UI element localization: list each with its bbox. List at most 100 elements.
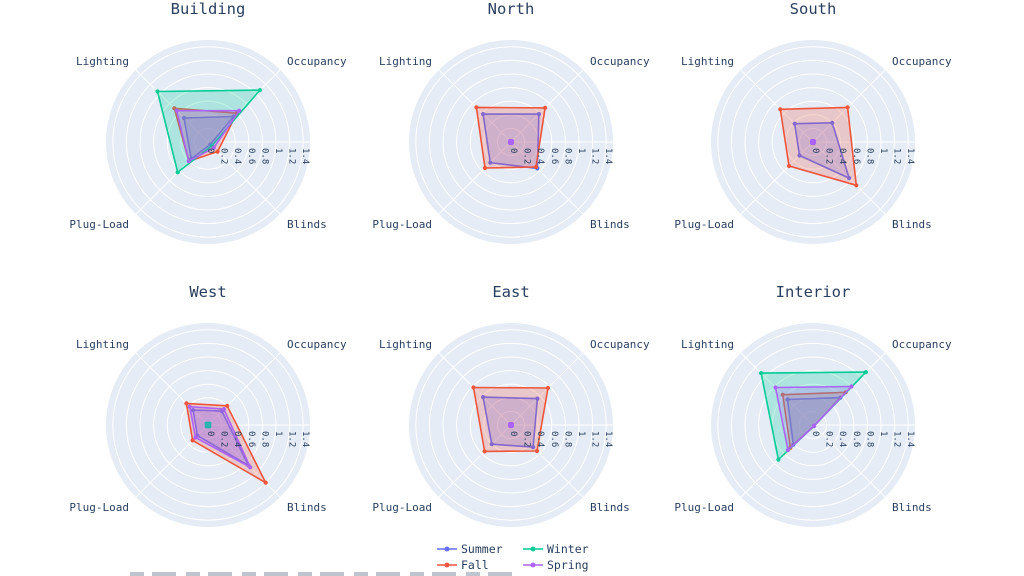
category-label-plug-load: Plug-Load [69,501,129,514]
axis-spoke [510,69,584,143]
category-label-lighting: Lighting [76,55,129,68]
series-fall-marker [215,149,220,154]
radial-tick-label: 0.4 [535,431,545,447]
series-fall-marker [482,449,487,454]
series-winter-marker [175,170,180,175]
category-label-occupancy: Occupancy [287,55,347,68]
legend-label-spring: Spring [547,558,589,572]
series-spring-marker [811,423,817,429]
series-spring-marker [193,435,198,440]
series-fall-marker [786,163,792,169]
radial-tick-label: 0.2 [522,148,532,164]
subplot-title-north: North [487,0,535,18]
series-spring-marker [187,404,192,409]
radial-tick-label: 1.2 [287,431,297,447]
legend-label-fall: Fall [461,558,489,572]
series-summer-marker [797,153,802,158]
series-summer-marker [792,121,797,126]
radial-tick-label: 0.6 [851,431,861,447]
category-label-lighting: Lighting [681,338,734,351]
series-summer-marker [481,395,486,400]
series-fall-trace [475,106,546,169]
series-spring-marker [248,465,253,470]
radar-subplot-north: North 0 0.2 0.4 0.6 0.8 1 1.2 1.4 Occupancy Light… [358,0,664,262]
radial-tick-label: 0 [508,431,518,436]
radial-tick-label: 1 [576,148,586,153]
axis-spoke [740,69,814,143]
category-label-occupancy: Occupancy [590,338,650,351]
series-fall-marker [854,183,859,188]
radar-subplot-interior: Interior 0 0.2 0.4 0.6 0.8 1 1.2 1.4 Occupancy Li… [660,283,966,545]
subplot-title-interior: Interior [775,283,851,301]
axis-spoke [207,69,281,143]
legend-item-winter[interactable]: Winter [522,542,608,556]
series-winter-marker [776,457,781,462]
series-summer-marker [535,396,540,401]
legend-swatch-fall [437,562,457,568]
axis-spoke [135,141,209,215]
radial-tick-label: 1.4 [603,148,613,164]
category-label-lighting: Lighting [379,338,432,351]
axis-spoke [135,69,209,143]
axis-spoke [438,141,512,215]
category-label-plug-load: Plug-Load [372,501,432,514]
radial-tick-label: 1.2 [287,148,297,164]
legend-item-spring[interactable]: Spring [522,558,608,572]
series-summer-marker [785,397,790,402]
radial-tick-label: 0.6 [851,148,861,164]
series-spring-marker [221,407,226,412]
axis-spoke [207,424,281,498]
category-label-lighting: Lighting [681,55,734,68]
series-summer-marker [481,112,486,117]
legend-item-summer[interactable]: Summer [436,542,522,556]
series-winter-marker [863,370,868,375]
legend-label-winter: Winter [547,542,589,556]
radial-tick-label: 1 [878,148,888,153]
radial-tick-label: 0 [508,148,518,153]
radar-subplot-west: West 0 0.2 0.4 0.6 0.8 1 1.2 1.4 Occupancy Lighti… [55,283,361,545]
series-spring-marker [811,140,817,146]
radial-tick-label: 0.8 [562,148,572,164]
radial-tick-label: 0.4 [232,431,242,447]
radial-tick-label: 0 [810,431,820,436]
radar-chart-building: 0 0.2 0.4 0.6 0.8 1 1.2 1.4 Occupancy Lighting Plu… [69,40,347,244]
series-summer-marker [531,445,536,450]
category-label-plug-load: Plug-Load [372,218,432,231]
radial-tick-label: 0.4 [232,148,242,164]
series-spring-marker [773,385,778,390]
radial-tick-label: 1.2 [590,148,600,164]
series-fall-marker [780,392,785,397]
category-label-plug-load: Plug-Load [674,501,734,514]
radial-tick-label: 0.2 [824,431,834,447]
series-fall-marker [225,403,230,408]
radial-tick-label: 0.8 [259,431,269,447]
series-spring-marker [509,423,515,429]
radial-tick-label: 0.4 [837,148,847,164]
radial-tick-label: 1 [273,148,283,153]
series-fall-marker [471,385,476,390]
category-label-occupancy: Occupancy [287,338,347,351]
category-label-occupancy: Occupancy [892,338,952,351]
radial-tick-label: 1.4 [905,148,915,164]
category-label-occupancy: Occupancy [590,55,650,68]
series-winter-marker [207,424,212,429]
radial-tick-label: 1 [576,431,586,436]
radial-tick-label: 1.2 [892,148,902,164]
legend-item-fall[interactable]: Fall [436,558,522,572]
series-fall-marker [190,438,195,443]
legend-label-summer: Summer [461,542,503,556]
category-label-plug-load: Plug-Load [69,218,129,231]
legend-swatch-spring [523,562,543,568]
series-fall-marker [474,105,479,110]
axis-spoke [207,141,281,215]
category-label-blinds: Blinds [590,218,630,231]
radial-tick-label: 0.6 [549,148,559,164]
axis-spoke [135,352,209,426]
radial-tick-label: 0 [205,148,215,153]
radial-tick-label: 0.8 [562,431,572,447]
radar-subplot-east: East 0 0.2 0.4 0.6 0.8 1 1.2 1.4 Occupancy Lighti… [358,283,664,545]
chart-legend: Summer Winter Fall Spring [436,541,608,573]
axis-spoke [207,352,281,426]
radial-tick-label: 1.4 [905,431,915,447]
